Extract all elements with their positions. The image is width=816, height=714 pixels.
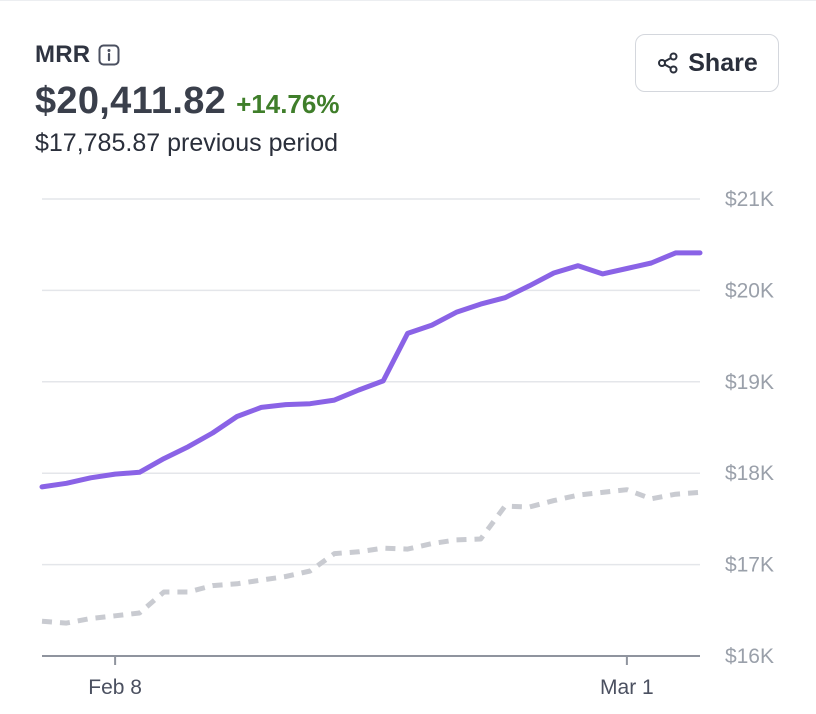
previous-period-line	[41, 487, 701, 626]
y-tick-label: $17K	[725, 554, 774, 577]
title-row: MRR	[35, 39, 339, 71]
y-tick-label: $18K	[725, 462, 774, 485]
y-tick-label: $21K	[725, 188, 774, 211]
y-tick-label: $19K	[725, 371, 774, 394]
info-icon[interactable]	[98, 44, 120, 66]
x-tick-label: Mar 1	[600, 676, 654, 699]
share-button-label: Share	[688, 48, 758, 77]
metric-header: MRR $20,411.82 +14.76% $17,785.87 previo…	[35, 39, 339, 158]
metric-value: $20,411.82	[35, 80, 227, 122]
share-button[interactable]: Share	[635, 34, 779, 92]
x-tick-label: Feb 8	[88, 676, 142, 699]
y-tick-label: $20K	[725, 279, 774, 302]
share-icon	[656, 51, 680, 75]
change-percentage: +14.76%	[236, 89, 340, 119]
current-period-line	[39, 250, 703, 490]
previous-label: previous period	[167, 129, 339, 157]
previous-value: $17,785.87	[35, 129, 161, 157]
value-row: $20,411.82 +14.76%	[35, 80, 339, 123]
metric-title: MRR	[35, 41, 91, 68]
previous-period-row: $17,785.87 previous period	[35, 129, 339, 158]
y-tick-label: $16K	[725, 645, 774, 668]
